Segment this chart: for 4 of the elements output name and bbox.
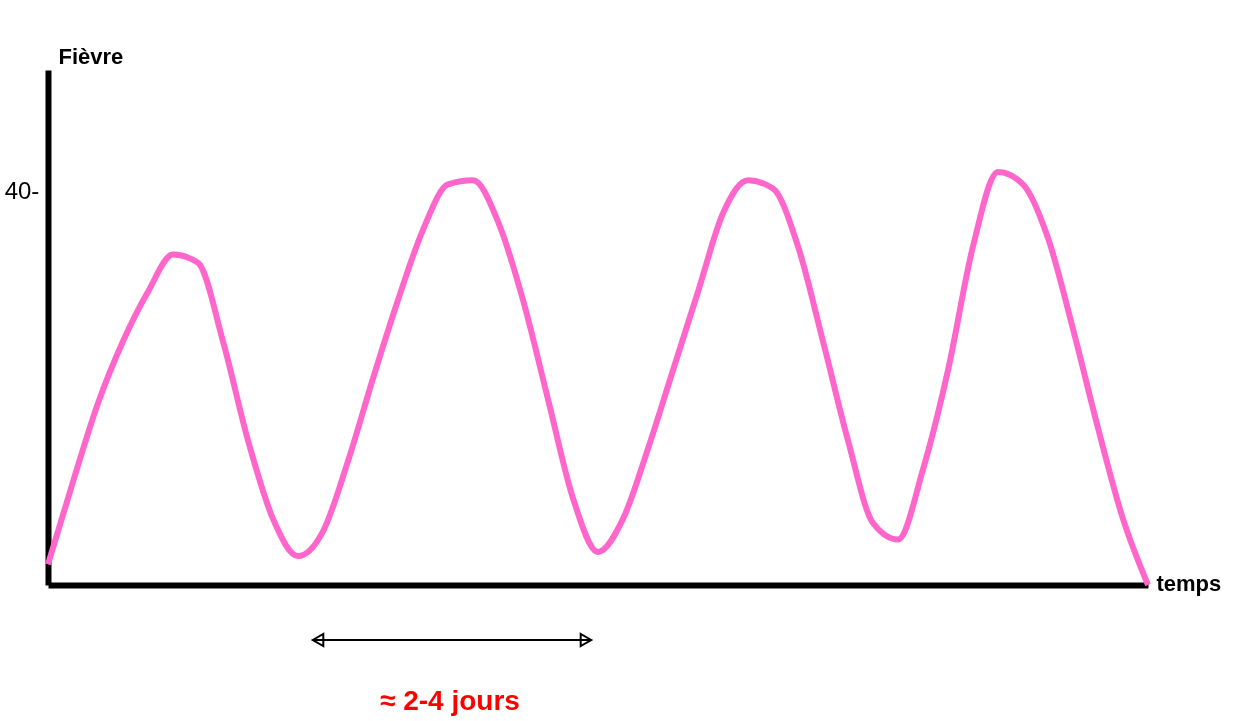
x-axis-title: temps [1156,570,1222,596]
y-axis-title: Fièvre [58,43,124,69]
text: 40- [4,177,40,204]
text: ≈ 2-4 jours [380,685,520,716]
